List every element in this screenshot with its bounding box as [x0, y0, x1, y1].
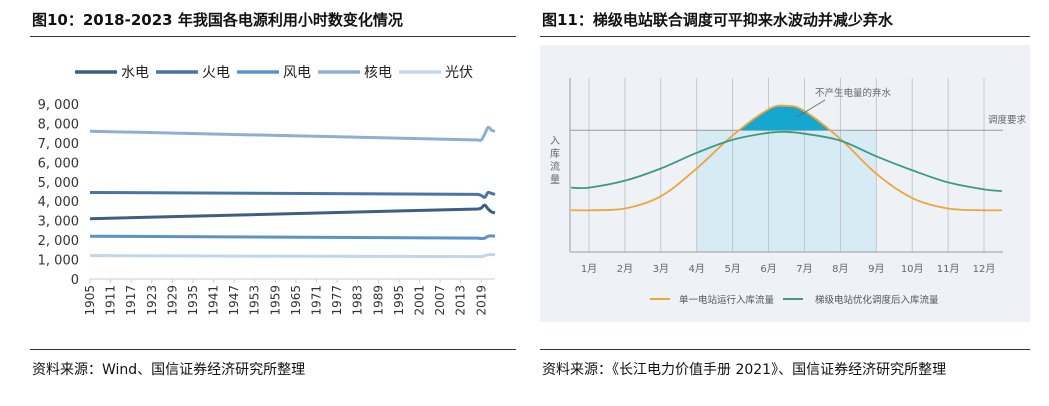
x-tick-label: 1971 [310, 285, 324, 316]
y-tick-label: 4, 000 [38, 195, 79, 210]
legend-label: 梯级电站优化调度后入库流量 [815, 294, 939, 306]
reference-line-label: 调度要求 [988, 114, 1027, 126]
y-axis-label-char: 入 [550, 136, 560, 147]
x-tick-label: 2月 [617, 263, 633, 275]
shaded-region [696, 130, 877, 252]
y-tick-label: 7, 000 [38, 137, 79, 152]
series-line [89, 253, 496, 259]
legend-label: 火电 [202, 65, 230, 81]
annotation-label: 不产生电量的弃水 [815, 87, 892, 99]
x-tick-label: 5月 [724, 263, 740, 275]
legend-label: 光伏 [445, 65, 473, 81]
x-tick-label: 1905 [83, 285, 97, 316]
chart-title-right: 图11：梯级电站联合调度可平抑来水波动并减少弃水 [542, 11, 893, 29]
y-axis-label-char: 量 [550, 174, 560, 186]
x-tick-label: 1995 [392, 285, 406, 316]
series-line [89, 234, 496, 241]
y-tick-label: 9, 000 [38, 98, 79, 113]
series-line [89, 203, 496, 221]
y-tick-label: 5, 000 [38, 176, 79, 191]
spill-area [739, 105, 831, 131]
series-line [571, 130, 1003, 192]
chart-title-left: 图10：2018-2023 年我国各电源利用小时数变化情况 [32, 11, 403, 29]
x-tick-label: 1983 [351, 285, 365, 316]
series-line [571, 104, 1002, 212]
legend-label: 核电 [364, 65, 392, 81]
source-divider-left [30, 349, 516, 350]
x-tick-label: 1941 [207, 285, 221, 316]
y-tick-label: 1, 000 [38, 254, 79, 269]
x-tick-label: 1953 [248, 285, 262, 316]
x-tick-label: 1959 [268, 285, 282, 316]
x-tick-label: 1935 [186, 285, 200, 316]
x-tick-label: 1月 [581, 263, 597, 275]
x-tick-label: 3月 [653, 263, 669, 275]
x-tick-label: 2013 [454, 285, 468, 316]
y-axis-label-char: 库 [550, 147, 560, 160]
series-line [89, 125, 496, 142]
source-right: 资料来源：《长江电力价值手册 2021》、国信证券经济研究所整理 [542, 362, 947, 378]
title-divider-left [30, 36, 516, 37]
x-tick-label: 1989 [371, 285, 385, 316]
x-tick-label: 1911 [104, 285, 118, 316]
source-divider-right [540, 349, 1030, 350]
x-tick-label: 1917 [124, 285, 138, 316]
y-tick-label: 0 [71, 273, 79, 288]
x-tick-label: 8月 [832, 263, 848, 275]
legend-label: 水电 [121, 65, 149, 81]
series-line [89, 190, 496, 199]
x-tick-label: 12月 [973, 263, 996, 275]
x-tick-label: 1947 [227, 285, 241, 316]
x-tick-label: 9月 [868, 263, 884, 275]
title-divider-right [540, 36, 1030, 37]
x-tick-label: 2001 [412, 285, 426, 316]
x-tick-label: 2007 [433, 285, 447, 316]
x-tick-label: 7月 [796, 263, 812, 275]
legend-label: 风电 [283, 65, 311, 81]
annotation-pointer [796, 99, 826, 118]
x-tick-label: 6月 [760, 263, 776, 275]
y-tick-label: 2, 000 [38, 234, 79, 249]
y-tick-label: 8, 000 [38, 117, 79, 132]
x-tick-label: 1965 [289, 285, 303, 316]
x-tick-label: 11月 [937, 263, 960, 275]
x-tick-label: 4月 [689, 263, 705, 275]
y-tick-label: 3, 000 [38, 215, 79, 230]
y-axis-label-char: 流 [550, 160, 560, 173]
legend-label: 单一电站运行入库流量 [679, 294, 775, 306]
x-tick-label: 1929 [165, 285, 179, 316]
source-left: 资料来源：Wind、国信证券经济研究所整理 [32, 362, 306, 378]
x-tick-label: 1977 [330, 285, 344, 316]
x-tick-label: 2019 [474, 285, 488, 316]
y-tick-label: 6, 000 [38, 156, 79, 171]
x-tick-label: 1923 [145, 285, 159, 316]
x-tick-label: 10月 [901, 263, 924, 275]
